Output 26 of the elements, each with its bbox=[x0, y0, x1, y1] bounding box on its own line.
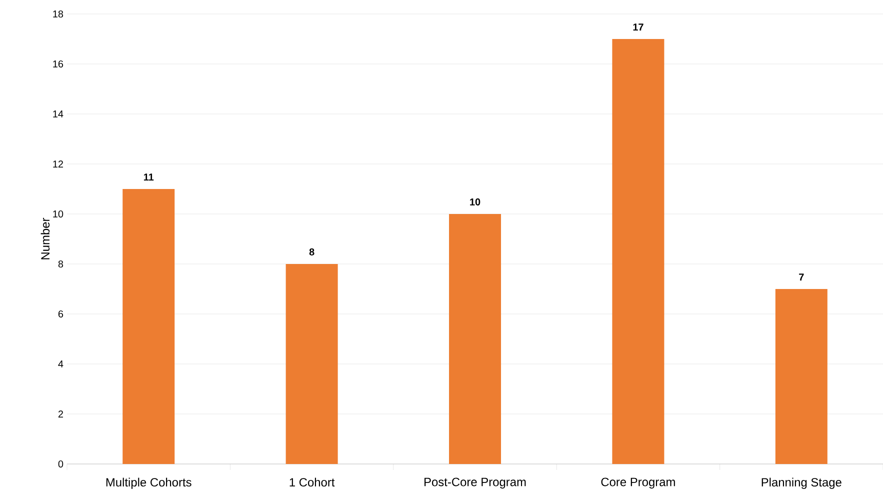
y-tick-label: 0 bbox=[58, 460, 64, 468]
x-tick-label: Multiple Cohorts bbox=[106, 478, 192, 489]
x-tick-label: 1 Cohort bbox=[290, 478, 335, 487]
bar bbox=[612, 38, 664, 464]
bar bbox=[449, 214, 502, 464]
y-tick-label: 18 bbox=[53, 10, 64, 18]
data-label: 17 bbox=[633, 24, 644, 30]
y-tick-label: 6 bbox=[58, 310, 64, 318]
y-axis-title: Number bbox=[40, 218, 50, 260]
data-label: 7 bbox=[799, 274, 804, 280]
y-tick-label: 10 bbox=[53, 210, 64, 218]
y-tick-label: 16 bbox=[53, 60, 64, 68]
bar bbox=[122, 188, 175, 464]
x-tick-label: Core Program bbox=[601, 478, 675, 489]
y-tick-label: 8 bbox=[58, 260, 64, 268]
data-label: 8 bbox=[309, 248, 314, 256]
x-tick-label: Planning Stage bbox=[762, 478, 842, 489]
y-tick-label: 4 bbox=[58, 360, 64, 368]
bar bbox=[286, 264, 338, 464]
y-tick-label: 14 bbox=[53, 110, 64, 118]
y-tick-label: 2 bbox=[58, 410, 63, 418]
y-tick-label: 12 bbox=[53, 160, 63, 168]
x-tick-label: Post-Core Program bbox=[424, 478, 526, 489]
data-label: 10 bbox=[470, 198, 480, 206]
data-label: 11 bbox=[144, 174, 154, 180]
bar bbox=[775, 288, 828, 464]
